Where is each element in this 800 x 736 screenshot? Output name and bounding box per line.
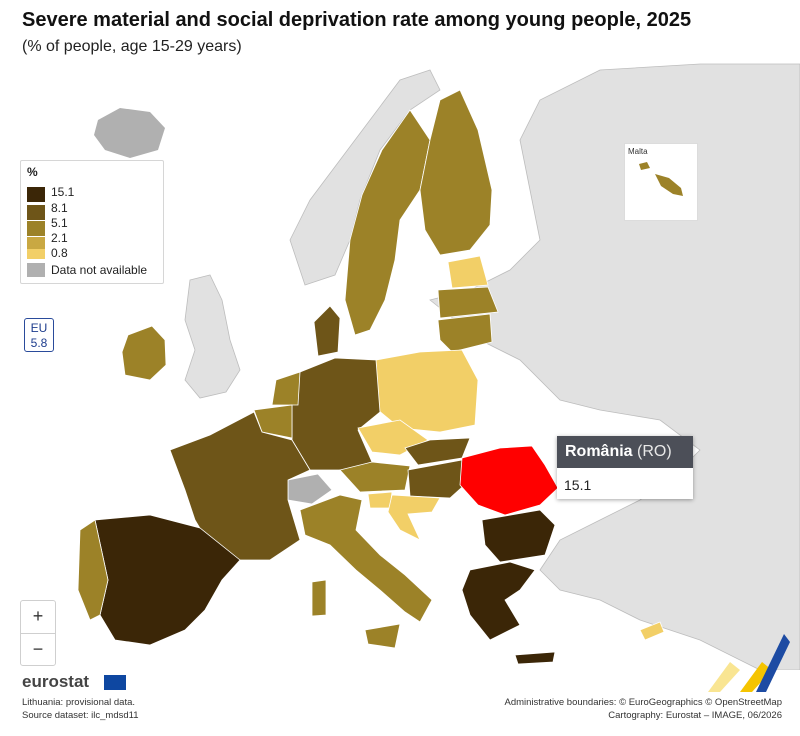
eu-label: EU	[30, 321, 48, 335]
finland	[419, 89, 493, 256]
eu-value: 5.8	[30, 336, 48, 350]
eu-flag-icon	[104, 675, 126, 690]
slovenia	[367, 491, 393, 509]
italy	[299, 494, 433, 623]
sardinia	[311, 579, 327, 617]
slovakia	[404, 437, 471, 466]
zoom-control: + −	[20, 600, 56, 666]
legend-label-1: 15.1	[51, 185, 75, 199]
footnote-source: Source dataset: ilc_mdsd11	[22, 710, 139, 721]
country-tooltip: România (RO) 15.1	[557, 436, 693, 499]
legend: % 15.1 8.1 5.1 2.1 0.8 Data not availabl…	[20, 160, 164, 284]
zoom-out-button[interactable]: −	[32, 639, 44, 659]
map-area[interactable]	[0, 60, 800, 670]
estonia	[447, 255, 489, 289]
latvia	[437, 286, 499, 319]
tooltip-value: 15.1	[564, 477, 592, 493]
malta-shape	[639, 162, 683, 196]
tooltip-header: România (RO)	[557, 436, 693, 468]
legend-swatch-4	[27, 237, 45, 252]
tooltip-code: (RO)	[637, 443, 672, 460]
switzerland	[287, 473, 333, 505]
norway	[289, 69, 441, 286]
non-eu-land	[429, 63, 800, 670]
legend-label-5: 0.8	[51, 246, 68, 260]
legend-swatch-1	[27, 187, 45, 202]
footnote-boundaries: Administrative boundaries: © EuroGeograp…	[504, 697, 783, 708]
map-subtitle: (% of people, age 15-29 years)	[22, 38, 242, 55]
netherlands	[271, 371, 301, 406]
croatia	[387, 494, 441, 541]
legend-label-na: Data not available	[51, 263, 148, 277]
romania[interactable]	[459, 445, 559, 516]
legend-label-2: 8.1	[51, 201, 68, 215]
united-kingdom	[184, 274, 241, 399]
ireland	[121, 325, 167, 381]
legend-swatch-5	[27, 249, 45, 259]
europe-map[interactable]	[0, 60, 800, 670]
legend-swatch-3	[27, 221, 45, 236]
legend-swatch-2	[27, 205, 45, 220]
zoom-in-button[interactable]: +	[32, 606, 44, 626]
austria	[339, 461, 411, 493]
denmark	[313, 305, 341, 357]
cyprus	[639, 621, 665, 641]
crete	[514, 651, 556, 665]
zoom-divider	[21, 633, 55, 634]
malta-label: Malta	[628, 147, 648, 156]
footnote-cartography: Cartography: Eurostat – IMAGE, 06/2026	[608, 710, 782, 721]
eu-average-box: EU 5.8	[24, 318, 54, 352]
sweden	[344, 109, 431, 336]
legend-swatch-na	[27, 263, 45, 277]
legend-label-4: 2.1	[51, 231, 68, 245]
portugal	[77, 519, 109, 621]
bulgaria	[481, 509, 556, 563]
footnote-provisional: Lithuania: provisional data.	[22, 697, 136, 708]
legend-label-3: 5.1	[51, 216, 68, 230]
hungary	[407, 459, 471, 499]
germany	[291, 357, 381, 471]
greece	[461, 561, 536, 641]
legend-header: %	[27, 165, 38, 179]
map-title: Severe material and social deprivation r…	[22, 9, 692, 31]
eurostat-corner-logo	[708, 634, 790, 692]
malta-inset: Malta	[624, 143, 698, 221]
lithuania	[437, 313, 493, 353]
sicily	[364, 623, 401, 649]
eurostat-logo: eurostat	[22, 672, 90, 691]
iceland	[94, 108, 165, 158]
poland	[375, 349, 479, 433]
tooltip-country: România	[565, 443, 633, 460]
